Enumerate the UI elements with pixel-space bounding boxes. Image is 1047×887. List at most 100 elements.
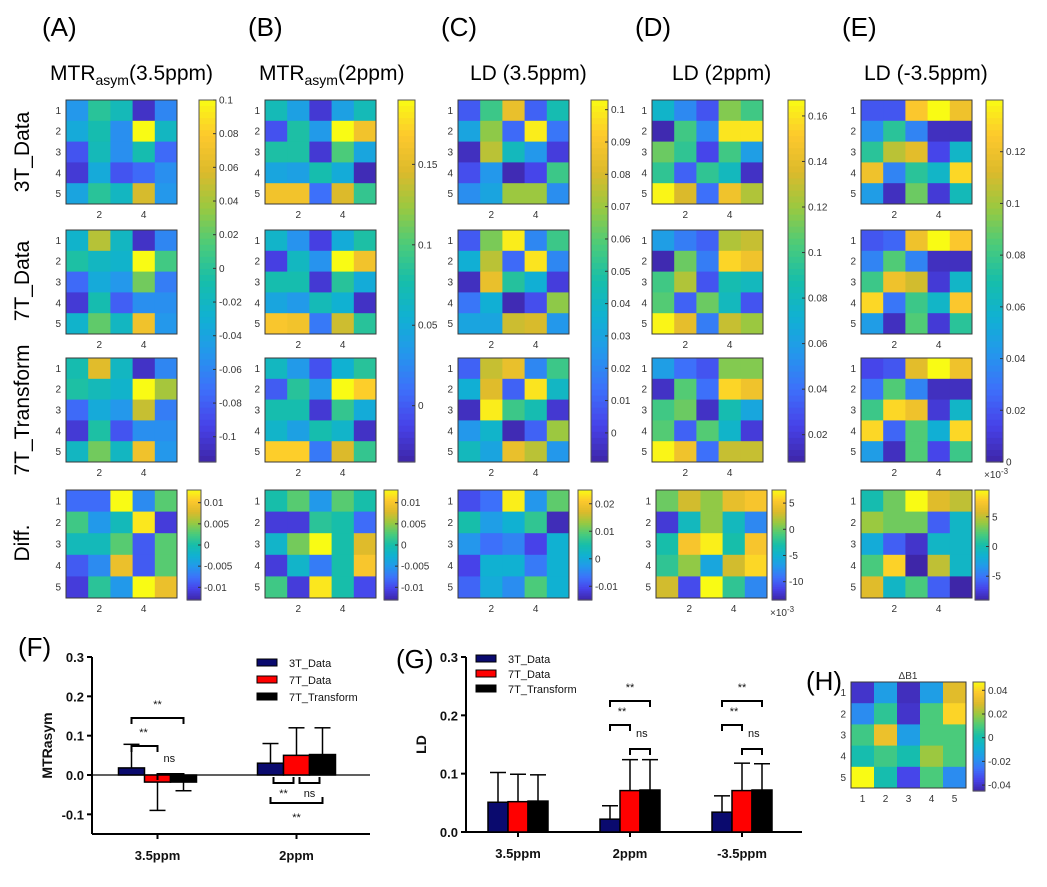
heatmap-cell <box>132 100 156 122</box>
colorbar-segment <box>199 208 216 216</box>
heatmap-cell <box>353 183 377 205</box>
heatmap-y-tick: 4 <box>55 298 61 309</box>
heatmap-cell <box>265 313 288 335</box>
column-title-e: LD (-3.5ppm) <box>864 62 988 85</box>
colorbar-tick-label: 0 <box>204 541 210 552</box>
colorbar-segment <box>187 541 201 544</box>
colorbar-segment <box>398 274 415 282</box>
heatmap-cell <box>502 183 526 205</box>
heatmap-cell <box>696 230 720 252</box>
colorbar-segment <box>187 510 201 513</box>
colorbar-segment <box>986 425 1003 433</box>
colorbar-segment <box>986 287 1003 294</box>
colorbar-segment <box>578 557 592 561</box>
heatmap-y-tick: 3 <box>645 540 651 551</box>
colorbar-segment <box>187 574 201 577</box>
heatmap-cell <box>861 100 884 122</box>
colorbar-segment <box>772 590 786 594</box>
heatmap-cell <box>851 703 875 725</box>
colorbar-segment <box>788 256 805 264</box>
colorbar-segment <box>975 534 989 537</box>
colorbar-segment <box>384 583 398 586</box>
heatmap-cell <box>331 292 355 314</box>
colorbar-segment <box>187 561 201 564</box>
heatmap-cell <box>718 230 742 252</box>
heatmap-cell <box>905 420 929 442</box>
heatmap-cell <box>674 162 697 184</box>
significance-label: ** <box>730 706 739 718</box>
colorbar-segment <box>975 515 989 519</box>
colorbar-segment <box>384 579 398 583</box>
colorbar-segment <box>772 550 786 553</box>
colorbar-segment <box>578 497 592 500</box>
colorbar-segment <box>384 521 398 524</box>
colorbar-e-diff: 50-5 <box>974 489 1001 601</box>
y-axis-label: MTRasym <box>39 712 55 778</box>
heatmap-cell <box>88 292 111 314</box>
colorbar-segment <box>591 190 608 198</box>
heatmap-y-tick: 2 <box>447 257 453 268</box>
heatmap-cell <box>949 441 973 463</box>
heatmap-cell <box>905 576 929 599</box>
colorbar-segment <box>772 594 786 597</box>
heatmap-cell <box>949 271 973 293</box>
colorbar-segment <box>199 106 216 113</box>
colorbar-segment <box>986 130 1003 137</box>
heatmap-cell <box>132 271 156 293</box>
colorbar-segment <box>398 299 415 306</box>
heatmap-cell <box>718 313 742 335</box>
heatmap-cell <box>287 292 310 314</box>
heatmap-cell <box>353 533 377 556</box>
colorbar-segment <box>384 528 398 531</box>
colorbar-segment <box>578 501 592 504</box>
colorbar-segment <box>975 583 989 586</box>
heatmap-y-tick: 2 <box>447 518 453 529</box>
heatmap-cell <box>927 511 951 534</box>
heatmap-cell <box>861 420 884 442</box>
colorbar-segment <box>788 202 805 210</box>
heatmap-cell <box>265 141 288 163</box>
heatmap-cell <box>287 420 310 442</box>
colorbar-segment <box>788 341 805 348</box>
heatmap-y-tick: 2 <box>254 127 260 138</box>
heatmap-cell <box>883 533 906 556</box>
colorbar-segment <box>788 317 805 324</box>
heatmap-cell <box>309 378 333 401</box>
heatmap-cell <box>88 554 111 577</box>
colorbar-segment <box>384 532 398 535</box>
heatmap-cell <box>652 399 675 421</box>
heatmap-cell <box>861 250 884 273</box>
colorbar-segment <box>973 700 985 703</box>
colorbar-segment <box>199 130 216 137</box>
heatmap-cell <box>546 292 570 314</box>
heatmap-cell <box>502 511 526 534</box>
heatmap-cell <box>132 141 156 163</box>
heatmap-cell <box>502 490 526 513</box>
significance-bracket <box>609 724 631 731</box>
colorbar-segment <box>788 100 805 107</box>
heatmap-cell <box>110 271 134 293</box>
heatmap-cell <box>287 250 310 273</box>
heatmap-cell <box>110 120 134 143</box>
heatmap-y-tick: 4 <box>447 426 453 437</box>
colorbar-segment <box>398 377 415 385</box>
heatmap-cell <box>480 378 503 401</box>
colorbar-segment <box>788 220 805 228</box>
heatmap-cell <box>502 250 526 273</box>
colorbar-segment <box>187 513 201 517</box>
colorbar-tick-label: 0.06 <box>1006 302 1026 313</box>
heatmap-cell <box>927 420 951 442</box>
colorbar-segment <box>986 419 1003 427</box>
colorbar-segment <box>199 274 216 282</box>
colorbar-segment <box>578 559 592 563</box>
colorbar-segment <box>975 504 989 508</box>
heatmap-cell <box>110 250 134 273</box>
heatmap-cell <box>674 250 697 273</box>
colorbar-segment <box>973 752 985 756</box>
heatmap-h-title: ΔB1 <box>899 671 918 682</box>
colorbar-segment <box>199 172 216 180</box>
